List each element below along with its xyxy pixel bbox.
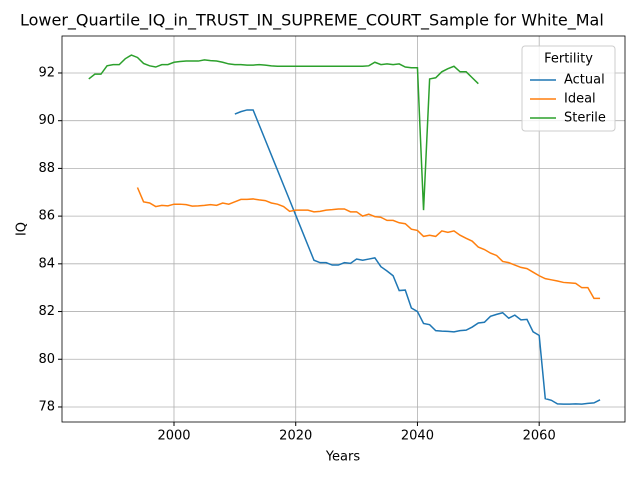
plot-frame [61, 35, 626, 423]
legend-title: Fertility [544, 52, 593, 67]
x-axis-label: Years [325, 450, 361, 465]
line-series [234, 109, 601, 405]
y-tick-label: 84 [38, 256, 55, 271]
chart-title: Lower_Quartile_IQ_in_TRUST_IN_SUPREME_CO… [20, 11, 604, 31]
y-tick-label: 80 [38, 352, 55, 367]
y-tick-label: 90 [38, 113, 55, 128]
x-tick-label: 2040 [401, 429, 434, 444]
line-series [88, 54, 479, 211]
legend-label: Sterile [564, 111, 606, 126]
legend-label: Actual [564, 73, 605, 88]
y-tick-label: 78 [38, 399, 55, 414]
legend-label: Ideal [564, 92, 596, 107]
y-tick-label: 92 [38, 65, 55, 80]
x-tick-label: 2020 [279, 429, 312, 444]
line-series [136, 187, 601, 300]
y-axis-label: IQ [15, 222, 30, 236]
y-tick-label: 86 [38, 209, 55, 224]
legend-box [521, 45, 616, 132]
x-tick-label: 2000 [157, 429, 190, 444]
legend: Fertility Actual Ideal Sterile [521, 45, 616, 132]
x-tick-label: 2060 [523, 429, 556, 444]
y-tick-label: 82 [38, 304, 55, 319]
y-tick-label: 88 [38, 161, 55, 176]
